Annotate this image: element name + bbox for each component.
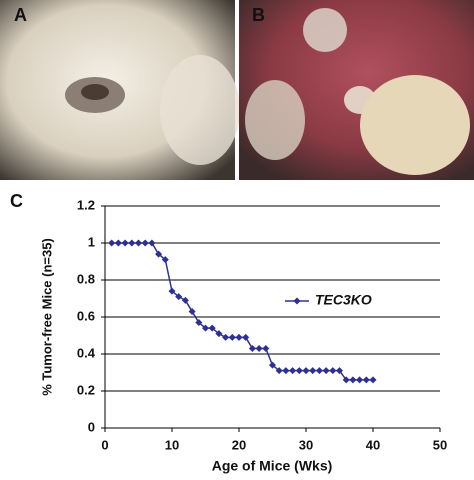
- point: [302, 367, 310, 375]
- point: [215, 330, 223, 338]
- legend-marker: [293, 297, 301, 305]
- y-tick-label: 0.8: [77, 271, 95, 286]
- point: [195, 319, 203, 327]
- point: [275, 367, 283, 375]
- point: [202, 324, 209, 332]
- x-tick-label: 30: [299, 437, 313, 452]
- point: [188, 307, 196, 315]
- point: [175, 293, 183, 301]
- x-tick-label: 10: [165, 437, 179, 452]
- point: [181, 296, 189, 304]
- y-tick-label: 0.6: [77, 308, 95, 323]
- point: [222, 333, 230, 341]
- point: [282, 367, 290, 375]
- point: [329, 367, 337, 375]
- y-axis-label: % Tumor-free Mice (n=35): [39, 238, 54, 396]
- point: [141, 239, 149, 247]
- x-tick-label: 50: [433, 437, 447, 452]
- point: [121, 239, 129, 247]
- panel-label: A: [14, 5, 27, 25]
- photo-a: [0, 0, 240, 180]
- point: [356, 376, 364, 384]
- point: [114, 239, 122, 247]
- point: [128, 239, 136, 247]
- point: [336, 367, 343, 375]
- y-tick-label: 1.2: [77, 197, 95, 212]
- point: [235, 333, 243, 341]
- point: [369, 376, 377, 384]
- point: [155, 250, 163, 258]
- point: [309, 367, 317, 375]
- point: [269, 361, 276, 369]
- x-axis-label: Age of Mice (Wks): [212, 458, 333, 474]
- photo-b: [239, 0, 474, 180]
- point: [108, 239, 116, 247]
- series-line: [111, 242, 373, 381]
- point: [168, 287, 176, 295]
- legend-label: TEC3KO: [315, 292, 372, 308]
- y-tick-label: 1: [88, 234, 95, 249]
- y-tick-label: 0.2: [77, 382, 95, 397]
- panel-label: C: [10, 191, 23, 211]
- point: [362, 376, 370, 384]
- point: [295, 367, 303, 375]
- panel-label: B: [252, 5, 265, 25]
- point: [289, 367, 297, 375]
- point: [248, 344, 256, 352]
- point: [228, 333, 236, 341]
- x-tick-label: 40: [366, 437, 380, 452]
- point: [322, 367, 330, 375]
- point: [342, 376, 350, 384]
- point: [148, 239, 156, 247]
- point: [135, 239, 142, 247]
- x-tick-label: 0: [101, 437, 108, 452]
- point: [242, 333, 250, 341]
- y-tick-label: 0: [88, 419, 95, 434]
- y-tick-label: 0.4: [77, 345, 96, 360]
- point: [262, 344, 270, 352]
- point: [208, 324, 216, 332]
- point: [161, 256, 169, 264]
- point: [349, 376, 357, 384]
- x-tick-label: 20: [232, 437, 246, 452]
- point: [315, 367, 323, 375]
- point: [255, 344, 263, 352]
